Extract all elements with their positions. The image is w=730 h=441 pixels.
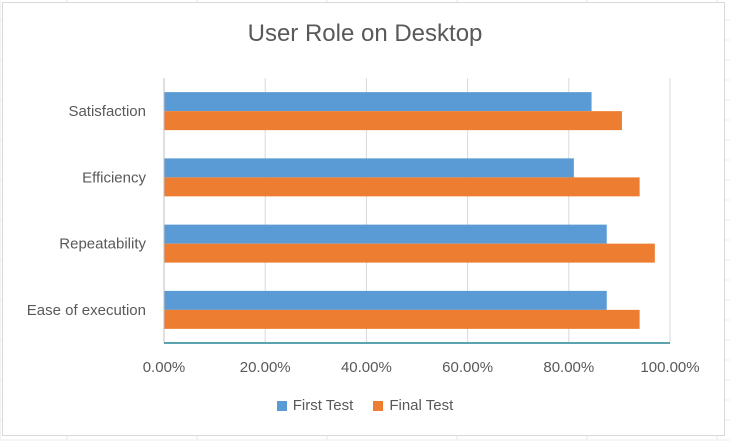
legend-item[interactable]: First Test bbox=[276, 397, 354, 414]
legend-swatch bbox=[276, 400, 287, 411]
x-tick-label: 20.00% bbox=[240, 359, 291, 376]
legend-label: Final Test bbox=[389, 397, 454, 414]
bar-final-test[interactable] bbox=[164, 177, 640, 197]
y-category-label: Efficiency bbox=[82, 169, 146, 186]
bar-first-test[interactable] bbox=[164, 290, 607, 310]
chart-title: User Role on Desktop bbox=[247, 20, 483, 47]
bar-final-test[interactable] bbox=[164, 111, 622, 131]
x-tick-label: 40.00% bbox=[341, 359, 392, 376]
x-tick-label: 100.00% bbox=[640, 359, 699, 376]
y-category-label: Satisfaction bbox=[68, 103, 146, 120]
bar-final-test[interactable] bbox=[164, 309, 640, 329]
y-category-label: Ease of execution bbox=[27, 302, 146, 319]
chart-area[interactable] bbox=[2, 2, 725, 436]
y-category-label: Repeatability bbox=[59, 236, 146, 253]
bar-first-test[interactable] bbox=[164, 224, 607, 244]
x-tick-label: 60.00% bbox=[442, 359, 493, 376]
bar-first-test[interactable] bbox=[164, 92, 592, 112]
bar-final-test[interactable] bbox=[164, 243, 655, 263]
x-tick-label: 80.00% bbox=[543, 359, 594, 376]
bar-first-test[interactable] bbox=[164, 158, 574, 178]
legend-swatch bbox=[373, 400, 384, 411]
chart-legend: First Test Final Test bbox=[0, 397, 730, 414]
legend-item[interactable]: Final Test bbox=[373, 397, 453, 414]
x-tick-label: 0.00% bbox=[143, 359, 186, 376]
legend-label: First Test bbox=[292, 397, 354, 414]
